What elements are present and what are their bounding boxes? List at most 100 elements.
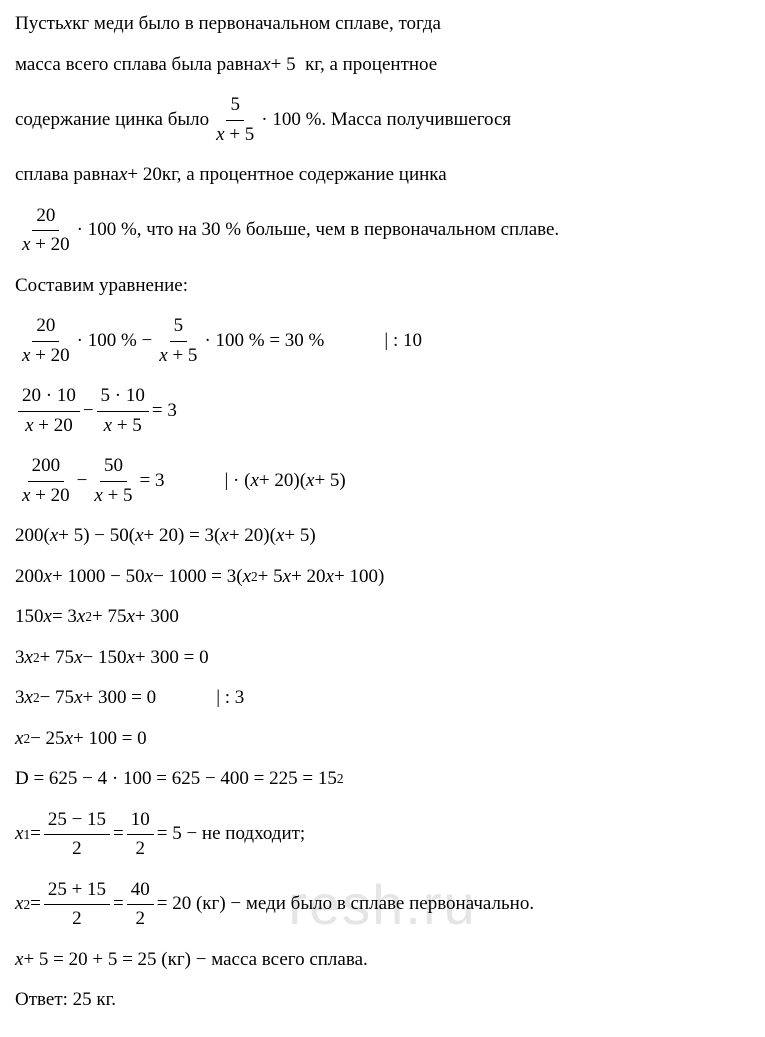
numerator: 20	[32, 312, 59, 342]
text: · 100 %. Масса получившегося	[261, 106, 511, 135]
text: − 25	[30, 725, 64, 754]
text: + 5	[258, 563, 283, 592]
answer-line: Ответ: 25 кг.	[15, 986, 750, 1015]
text: | : 10	[384, 327, 422, 356]
numerator: 25 − 15	[44, 806, 110, 836]
equation-line-8: 3x2 − 75x + 300 = 0 | : 3	[15, 684, 750, 713]
text: кг, а процентное	[305, 51, 437, 80]
fraction: 20 x + 20	[18, 202, 74, 260]
text-line-4: сплава равна x + 20 кг, а процентное сод…	[15, 161, 750, 190]
var-x: x	[15, 725, 23, 754]
numerator: 200	[28, 452, 65, 482]
superscript: 2	[337, 769, 344, 789]
equation-line-10: D = 625 − 4 · 100 = 625 − 400 = 225 = 15…	[15, 765, 750, 794]
text: + 100 = 0	[73, 725, 147, 754]
text: + 20	[34, 415, 73, 436]
fraction: 50 x + 5	[90, 452, 136, 510]
var-x: x	[220, 522, 228, 551]
fraction: 20 · 10 x + 20	[18, 382, 80, 440]
numerator: 50	[100, 452, 127, 482]
var-x: x	[126, 644, 134, 673]
var-x: x	[243, 563, 251, 592]
denominator: x + 20	[21, 412, 77, 441]
text: кг меди было в первоначальном сплаве, то…	[72, 10, 441, 39]
denominator: 2	[132, 835, 150, 864]
fraction: 25 + 15 2	[44, 876, 110, 934]
text: + 20)(	[259, 467, 306, 496]
var-x: x	[159, 345, 167, 366]
var-x: x	[216, 124, 224, 145]
text: + 20	[127, 161, 161, 190]
text: = 3	[140, 467, 165, 496]
text: + 5	[103, 485, 133, 506]
text: + 5) − 50(	[58, 522, 135, 551]
text: = 3	[152, 397, 177, 426]
text: + 75	[40, 644, 74, 673]
var-x: x	[15, 890, 23, 919]
text: · 100 %, что на 30 % больше, чем в перво…	[77, 216, 560, 245]
text: сплава равна	[15, 161, 119, 190]
var-x: x	[44, 563, 52, 592]
var-x: x	[25, 644, 33, 673]
text: + 5)	[314, 467, 345, 496]
text: 200(	[15, 522, 50, 551]
var-x: x	[65, 725, 73, 754]
var-x: x	[326, 563, 334, 592]
var-x: x	[262, 51, 270, 80]
denominator: x + 5	[90, 482, 136, 511]
text: + 300 = 0	[135, 644, 209, 673]
equation-line-1: 20 x + 20 · 100 % − 5 x + 5 · 100 % = 30…	[15, 312, 750, 370]
var-x: x	[25, 684, 33, 713]
superscript: 2	[33, 648, 40, 668]
var-x: x	[276, 522, 284, 551]
var-x: x	[135, 522, 143, 551]
text: =	[113, 820, 124, 849]
numerator: 40	[127, 876, 154, 906]
var-x: x	[74, 644, 82, 673]
equation-line-9: x2 − 25x + 100 = 0	[15, 725, 750, 754]
superscript: 2	[251, 567, 258, 587]
text: + 5	[112, 415, 142, 436]
text: 3	[15, 684, 25, 713]
text: Ответ: 25 кг.	[15, 986, 116, 1015]
text-line-6: Составим уравнение:	[15, 272, 750, 301]
text: содержание цинка было	[15, 106, 209, 135]
text: масса всего сплава была равна	[15, 51, 262, 80]
fraction: 20 x + 20	[18, 312, 74, 370]
var-x: x	[283, 563, 291, 592]
text: + 20)(	[229, 522, 276, 551]
text: Пусть	[15, 10, 64, 39]
denominator: x + 20	[18, 342, 74, 371]
denominator: x + 20	[18, 231, 74, 260]
var-x: x	[44, 603, 52, 632]
text-line-3: содержание цинка было 5 x + 5 · 100 %. М…	[15, 91, 750, 149]
text: + 100)	[334, 563, 384, 592]
fraction: 10 2	[127, 806, 154, 864]
numerator: 5	[226, 91, 244, 121]
text: −	[83, 397, 94, 426]
var-x: x	[50, 522, 58, 551]
var-x: x	[126, 603, 134, 632]
fraction: 200 x + 20	[18, 452, 74, 510]
text: + 20	[291, 563, 325, 592]
text: + 20) = 3(	[144, 522, 221, 551]
equation-line-13: x + 5 = 20 + 5 = 25 (кг) − масса всего с…	[15, 946, 750, 975]
equation-line-4: 200(x + 5) − 50(x + 20) = 3(x + 20)(x + …	[15, 522, 750, 551]
fraction: 5 x + 5	[212, 91, 258, 149]
denominator: 2	[68, 835, 86, 864]
denominator: x + 20	[18, 482, 74, 511]
var-x: x	[119, 161, 127, 190]
text: = 20 (кг) − меди было в сплаве первонача…	[157, 890, 534, 919]
fraction: 5 x + 5	[155, 312, 201, 370]
text: | · (	[225, 467, 251, 496]
numerator: 10	[127, 806, 154, 836]
var-x: x	[25, 415, 33, 436]
equation-line-2: 20 · 10 x + 20 − 5 · 10 x + 5 = 3	[15, 382, 750, 440]
text: + 20	[30, 345, 69, 366]
text: + 1000 − 50	[52, 563, 145, 592]
text: + 300 = 0	[83, 684, 157, 713]
equation-line-11: x1 = 25 − 15 2 = 10 2 = 5 − не подходит;	[15, 806, 750, 864]
text: =	[30, 820, 41, 849]
var-x: x	[94, 485, 102, 506]
text: · 100 % = 30 %	[204, 327, 324, 356]
